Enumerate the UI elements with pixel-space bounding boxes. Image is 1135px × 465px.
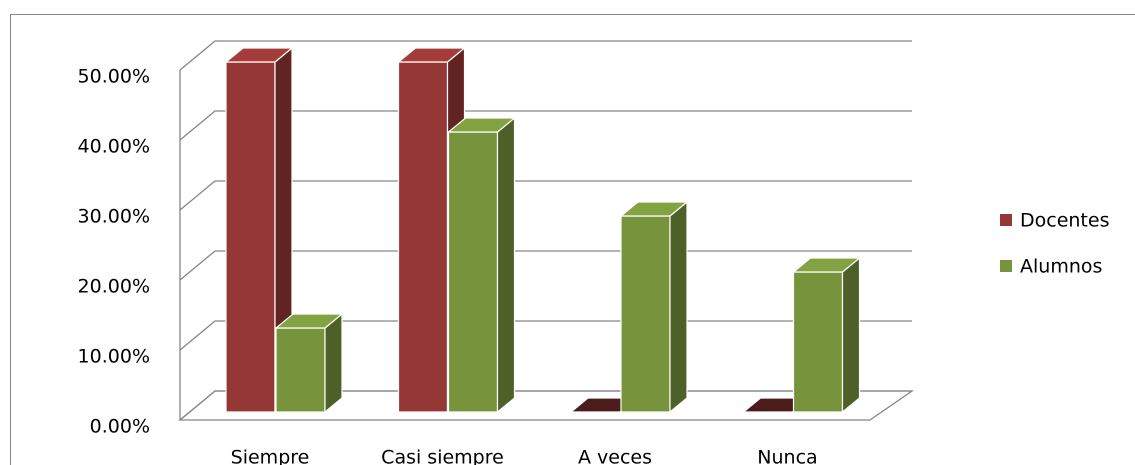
bar-side xyxy=(496,116,516,414)
bar-top xyxy=(791,257,862,273)
grid-line xyxy=(179,110,912,141)
grid-line xyxy=(179,40,912,71)
chart-frame xyxy=(10,14,1135,465)
x-tick-label: Siempre xyxy=(231,447,310,465)
x-tick-label: A veces xyxy=(578,447,652,465)
bar-top xyxy=(224,47,294,63)
bar-front xyxy=(792,271,844,413)
bar-side xyxy=(669,200,688,414)
bar xyxy=(791,256,862,414)
bar-side xyxy=(324,312,343,414)
bar-top xyxy=(396,47,467,63)
bar-front xyxy=(620,215,671,413)
bar xyxy=(446,116,517,414)
legend-swatch xyxy=(1000,214,1012,226)
bar xyxy=(274,312,344,414)
bar-front xyxy=(225,61,276,413)
y-tick-label: 30.00% xyxy=(78,206,150,228)
bar-top xyxy=(446,117,517,133)
bar-top xyxy=(619,201,689,217)
x-tick-label: Casi siempre xyxy=(381,447,504,465)
bar xyxy=(619,200,689,414)
grid-line xyxy=(179,180,912,211)
x-tick-label: Nunca xyxy=(757,447,817,465)
legend-label: Docentes xyxy=(1020,210,1109,232)
bar-side xyxy=(841,256,861,414)
y-tick-label: 0.00% xyxy=(90,416,150,438)
y-tick-label: 40.00% xyxy=(78,136,150,158)
bar-top xyxy=(274,313,344,329)
y-tick-label: 10.00% xyxy=(78,346,150,368)
bar-front xyxy=(275,327,326,413)
bar-front xyxy=(397,61,449,413)
legend-swatch xyxy=(1000,260,1012,272)
bar-front xyxy=(447,131,499,413)
y-tick-label: 50.00% xyxy=(78,66,150,88)
legend-label: Alumnos xyxy=(1020,256,1102,278)
y-tick-label: 20.00% xyxy=(78,276,150,298)
